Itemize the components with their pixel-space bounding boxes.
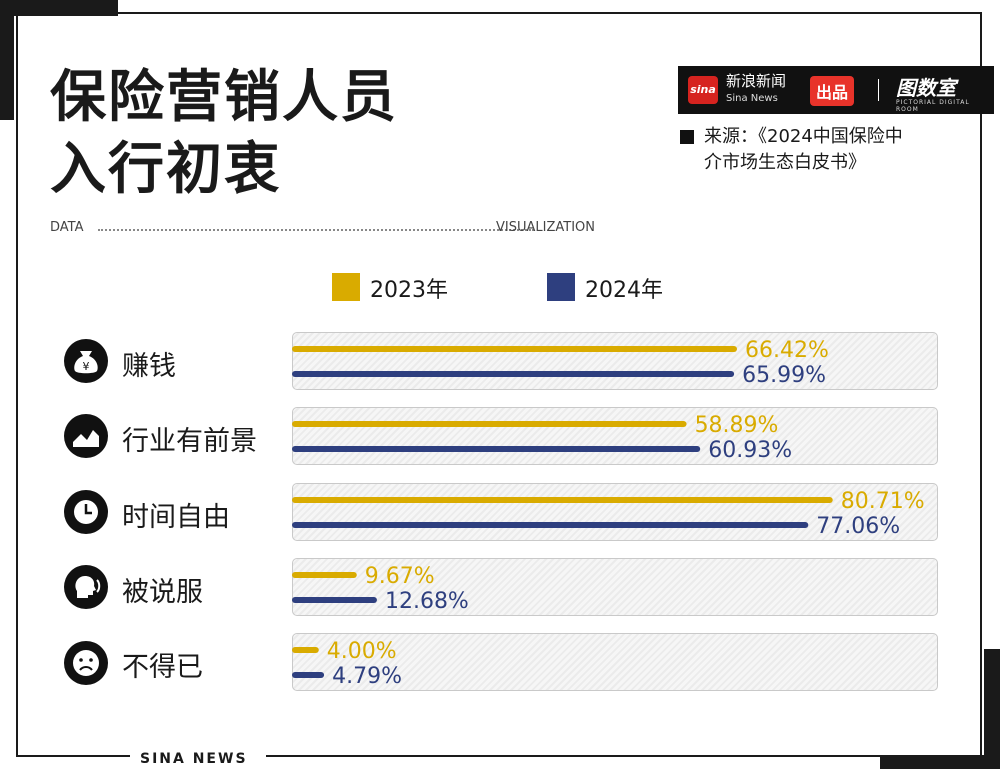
- corner-accent: [984, 649, 1000, 769]
- corner-accent: [0, 0, 118, 16]
- sina-news-name: 新浪新闻: [726, 72, 787, 90]
- bar-2024: [292, 672, 325, 678]
- data-label-2024: 77.06%: [816, 514, 900, 539]
- svg-text:¥: ¥: [83, 360, 90, 373]
- bar-2023: [292, 647, 319, 653]
- source-line-2: 介市场生态白皮书》: [704, 152, 866, 173]
- trend-chart-icon: [64, 414, 108, 458]
- bar-2024: [292, 371, 735, 377]
- category-label: 时间自由: [122, 502, 230, 533]
- brand-bar: sina 新浪新闻 Sina News 出品 图数室 PICTORIAL DIG…: [678, 66, 994, 114]
- bar-2024: [292, 597, 377, 603]
- bar-2024: [292, 446, 701, 452]
- data-label-2023: 66.42%: [745, 338, 829, 363]
- bar-panel: [292, 407, 938, 465]
- speech-head-icon: [64, 565, 108, 609]
- data-label-2024: 65.99%: [742, 363, 826, 388]
- footer-gap: [130, 750, 266, 768]
- bar-panel: [292, 558, 938, 616]
- category-label: 被说服: [122, 577, 203, 608]
- bar-panel: [292, 633, 938, 691]
- source-line-1: 来源：《2024中国保险中: [704, 126, 903, 147]
- produced-badge: 出品: [810, 76, 855, 106]
- bar-2023: [292, 572, 357, 578]
- corner-accent: [0, 0, 14, 120]
- category-label: 赚钱: [122, 351, 176, 382]
- data-label-2024: 12.68%: [385, 589, 469, 614]
- page-frame: [16, 12, 982, 757]
- data-label-2023: 80.71%: [841, 489, 925, 514]
- bar-2024: [292, 522, 809, 528]
- tushishi-logo-en: PICTORIAL DIGITAL ROOM: [896, 99, 970, 113]
- title-line-1: 保险营销人员: [50, 65, 398, 130]
- source-marker: [680, 130, 694, 144]
- tushishi-logo: 图数室: [896, 76, 956, 100]
- sad-face-icon: [64, 641, 108, 685]
- data-label-2024: 60.93%: [708, 438, 792, 463]
- legend-label-2024: 2024年: [585, 278, 663, 303]
- data-label-2023: 4.00%: [327, 639, 397, 664]
- footer-brand: SINA NEWS: [140, 751, 248, 767]
- data-label-2023: 9.67%: [365, 564, 435, 589]
- sina-logo: sina: [688, 76, 718, 104]
- clock-icon: [64, 490, 108, 534]
- legend-swatch-2023: [332, 273, 360, 301]
- sina-news-name-en: Sina News: [726, 93, 778, 104]
- bar-2023: [292, 497, 833, 503]
- legend-label-2023: 2023年: [370, 278, 448, 303]
- legend-swatch-2024: [547, 273, 575, 301]
- category-label: 行业有前景: [122, 426, 257, 457]
- corner-accent: [880, 755, 1000, 769]
- money-bag-icon: ¥: [64, 339, 108, 383]
- dotted-divider: [98, 229, 534, 231]
- title-line-2: 入行初衷: [50, 137, 282, 202]
- category-label: 不得已: [122, 652, 203, 683]
- brand-separator: [878, 79, 879, 101]
- source-note: 来源：《2024中国保险中 介市场生态白皮书》: [704, 124, 964, 176]
- visualization-label: VISUALIZATION: [496, 220, 595, 235]
- data-label: DATA: [50, 220, 84, 235]
- data-label-2024: 4.79%: [332, 664, 402, 689]
- data-label-2023: 58.89%: [695, 413, 779, 438]
- bar-2023: [292, 346, 738, 352]
- bar-panel: [292, 332, 938, 390]
- bar-2023: [292, 421, 687, 427]
- chart-title: 保险营销人员 入行初衷: [50, 62, 398, 206]
- bar-panel: [292, 483, 938, 541]
